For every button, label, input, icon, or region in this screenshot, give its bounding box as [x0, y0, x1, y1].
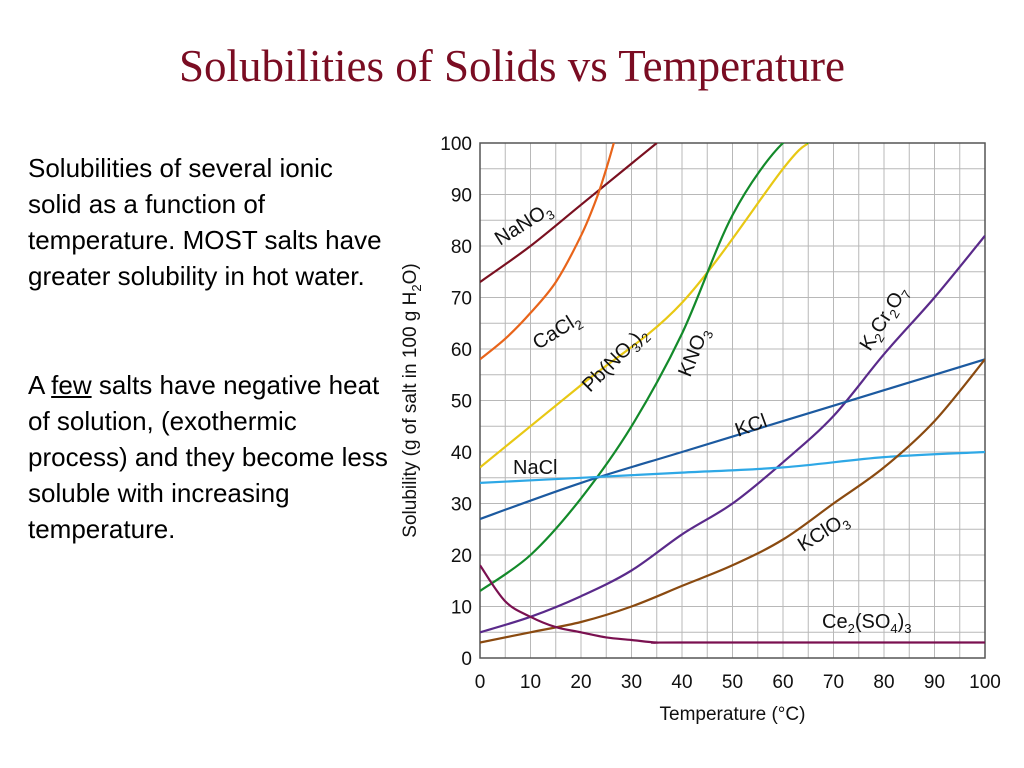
- y-tick-label: 70: [451, 289, 472, 310]
- chart-series: [480, 143, 985, 644]
- series-line-cacl2: [480, 143, 615, 361]
- chart-grid: [479, 142, 986, 659]
- plot-frame: [479, 142, 986, 659]
- series-line-pb-no3-2: [480, 143, 810, 469]
- y-tick-label: 50: [451, 392, 472, 413]
- series-line-k2cr2o7: [480, 235, 985, 634]
- y-tick-label: 60: [451, 340, 472, 361]
- series-line-nacl: [480, 450, 985, 484]
- series-line-kno3: [480, 143, 809, 592]
- curve-label-ce2-so4-3: Ce2(SO4)3: [822, 611, 912, 636]
- y-tick-label: 0: [461, 649, 472, 670]
- series-line-nano3: [480, 143, 658, 283]
- chart-axes: 0 10 20 30 40 50 60 70 80 90 100 0 10 20 30 40 50 60 70 80 9…: [400, 134, 1001, 725]
- x-tick-label: 50: [722, 672, 743, 693]
- x-tick-label: 60: [772, 672, 793, 693]
- series-line-ce2-so4-3: [480, 564, 985, 644]
- y-tick-label: 40: [451, 443, 472, 464]
- x-tick-label: 10: [520, 672, 541, 693]
- x-tick-label: 30: [621, 672, 642, 693]
- y-tick-label: 10: [451, 598, 472, 619]
- para2-underlined: few: [51, 370, 92, 400]
- x-tick-label: 90: [924, 672, 945, 693]
- x-tick-label: 40: [671, 672, 692, 693]
- series-line-kcl: [480, 358, 985, 521]
- x-tick-label: 100: [969, 672, 1001, 693]
- slide-title: Solubilities of Solids vs Temperature: [179, 41, 845, 91]
- paragraph-negative-heat: A few salts have negative heat of soluti…: [28, 367, 388, 547]
- y-axis-label: Solubility (g of salt in 100 g H2O): [400, 263, 424, 537]
- para2-rest: salts have negative heat of solution, (e…: [28, 370, 388, 544]
- para2-prefix: A: [28, 370, 52, 400]
- series-line-kclo3: [480, 358, 985, 644]
- y-tick-label: 100: [440, 134, 472, 155]
- x-tick-label: 0: [475, 672, 486, 693]
- x-tick-label: 80: [873, 672, 894, 693]
- curve-label-nacl: NaCl: [513, 457, 557, 479]
- y-tick-label: 20: [451, 546, 472, 567]
- x-tick-label: 70: [823, 672, 844, 693]
- paragraph-intro: Solubilities of several ionic solid as a…: [28, 153, 382, 291]
- y-tick-label: 30: [451, 495, 472, 516]
- x-tick-label: 20: [570, 672, 591, 693]
- x-axis-label: Temperature (°C): [660, 704, 806, 725]
- y-tick-label: 90: [451, 186, 472, 207]
- y-tick-label: 80: [451, 237, 472, 258]
